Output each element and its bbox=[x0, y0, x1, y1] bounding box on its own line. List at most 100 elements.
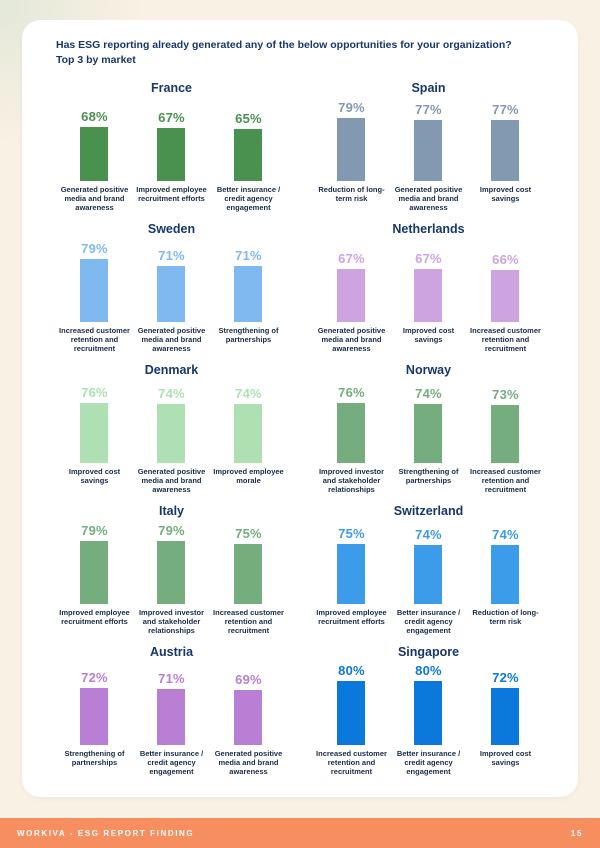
bar-value-label: 75% bbox=[235, 526, 262, 542]
bar bbox=[337, 118, 366, 182]
bar bbox=[337, 268, 366, 323]
bar-category-label: Better insurance / credit agency engagem… bbox=[216, 185, 281, 213]
bar-column: 77% bbox=[467, 102, 544, 182]
bar-column: 73% bbox=[467, 386, 544, 464]
bars-row: 76% 74% 74% bbox=[56, 383, 287, 464]
country-section: Denmark 76% 74% 74% Improved cost savings Gen… bbox=[56, 363, 287, 504]
bar-category-label: Reduction of long-term risk bbox=[318, 185, 385, 204]
labels-row: Increased customer retention and recruit… bbox=[313, 749, 544, 776]
bar-column: 68% bbox=[56, 108, 133, 182]
labels-row: Improved employee recruitment efforts Imp… bbox=[56, 608, 287, 635]
bar-category-label: Improved employee recruitment efforts bbox=[59, 608, 130, 627]
bar-value-label: 77% bbox=[492, 101, 519, 117]
bar-value-label: 79% bbox=[338, 100, 365, 116]
report-card: Has ESG reporting already generated any … bbox=[22, 20, 578, 797]
bar-value-label: 76% bbox=[338, 384, 365, 400]
bar-column: 65% bbox=[210, 111, 287, 182]
country-title: Spain bbox=[411, 81, 446, 96]
bar-value-label: 80% bbox=[415, 663, 442, 679]
bar-category-label: Increased customer retention and recruit… bbox=[470, 326, 541, 354]
bar bbox=[234, 129, 263, 182]
bar bbox=[414, 268, 443, 323]
bar-value-label: 66% bbox=[492, 251, 519, 267]
bar bbox=[157, 541, 186, 605]
bar-value-label: 74% bbox=[492, 527, 519, 543]
bars-row: 79% 71% 71% bbox=[56, 241, 287, 323]
bar bbox=[337, 402, 366, 464]
bar-column: 79% bbox=[133, 523, 210, 605]
page-title: Has ESG reporting already generated any … bbox=[56, 38, 544, 67]
bar bbox=[337, 544, 366, 605]
bar-value-label: 79% bbox=[158, 523, 185, 539]
page-title-line1: Has ESG reporting already generated any … bbox=[56, 39, 512, 51]
country-section: Sweden 79% 71% 71% Increased customer retent… bbox=[56, 222, 287, 363]
bar-value-label: 77% bbox=[415, 101, 442, 117]
bar-category-label: Strengthening of partnerships bbox=[218, 326, 279, 345]
bar-category-label: Increased customer retention and recruit… bbox=[59, 326, 130, 354]
footer-page-number: 15 bbox=[570, 828, 583, 838]
country-section: Spain 79% 77% 77% Reduction of long-term ris… bbox=[313, 81, 544, 222]
bar-category-label: Improved cost savings bbox=[68, 467, 121, 486]
bar bbox=[80, 259, 109, 323]
country-title: Singapore bbox=[397, 645, 460, 660]
bar-column: 71% bbox=[210, 248, 287, 323]
labels-row: Increased customer retention and recruit… bbox=[56, 326, 287, 353]
bar-column: 71% bbox=[133, 671, 210, 746]
bar-column: 79% bbox=[313, 100, 390, 182]
country-title: Netherlands bbox=[392, 222, 465, 237]
bar-column: 66% bbox=[467, 252, 544, 323]
bar-category-label: Generated positive media and brand aware… bbox=[60, 185, 129, 213]
bars-row: 79% 79% 75% bbox=[56, 523, 287, 605]
labels-row: Generated positive media and brand aware… bbox=[56, 185, 287, 212]
bar-category-label: Better insurance / credit agency engagem… bbox=[396, 608, 461, 636]
bars-row: 72% 71% 69% bbox=[56, 665, 287, 746]
bar-value-label: 73% bbox=[492, 386, 519, 402]
bar-category-label: Improved investor and stakeholder relati… bbox=[138, 608, 204, 636]
bar-value-label: 67% bbox=[158, 109, 185, 125]
bars-row: 76% 74% 73% bbox=[313, 383, 544, 464]
bars-row: 68% 67% 65% bbox=[56, 101, 287, 182]
bar-value-label: 71% bbox=[158, 670, 185, 686]
bar bbox=[491, 119, 520, 182]
bar-value-label: 79% bbox=[81, 241, 108, 257]
bar-value-label: 74% bbox=[158, 386, 185, 402]
bar-category-label: Increased customer retention and recruit… bbox=[213, 608, 284, 636]
country-section: Norway 76% 74% 73% Improved investor and sta… bbox=[313, 363, 544, 504]
bar-category-label: Reduction of long-term risk bbox=[472, 608, 539, 627]
labels-row: Reduction of long-term risk Generated pos… bbox=[313, 185, 544, 212]
bar bbox=[337, 681, 366, 746]
bar bbox=[491, 687, 520, 746]
bar-value-label: 74% bbox=[415, 527, 442, 543]
bar-column: 74% bbox=[390, 527, 467, 605]
bar-value-label: 75% bbox=[338, 526, 365, 542]
bar-category-label: Increased customer retention and recruit… bbox=[470, 467, 541, 495]
bar bbox=[414, 545, 443, 605]
bar-column: 74% bbox=[390, 386, 467, 464]
country-section: Italy 79% 79% 75% Improved employee recruitm… bbox=[56, 504, 287, 645]
bar-value-label: 80% bbox=[338, 663, 365, 679]
bar-column: 79% bbox=[56, 241, 133, 323]
bar-column: 67% bbox=[133, 110, 210, 182]
bar-value-label: 68% bbox=[81, 108, 108, 124]
bar-category-label: Improved employee recruitment efforts bbox=[136, 185, 207, 204]
bar-column: 80% bbox=[313, 663, 390, 746]
bar bbox=[157, 127, 186, 182]
bar-category-label: Generated positive media and brand aware… bbox=[214, 749, 283, 777]
bar-column: 74% bbox=[210, 386, 287, 464]
bar-column: 72% bbox=[467, 670, 544, 746]
bar-value-label: 71% bbox=[235, 247, 262, 263]
bar bbox=[414, 119, 443, 182]
bar-column: 69% bbox=[210, 672, 287, 746]
bar-category-label: Better insurance / credit agency engagem… bbox=[396, 749, 461, 777]
labels-row: Generated positive media and brand aware… bbox=[313, 326, 544, 353]
country-section: Singapore 80% 80% 72% Increased customer ret… bbox=[313, 645, 544, 786]
bar-category-label: Better insurance / credit agency engagem… bbox=[139, 749, 204, 777]
bar-column: 80% bbox=[390, 663, 467, 746]
bar-category-label: Improved cost savings bbox=[479, 749, 532, 768]
charts-grid: France 68% 67% 65% Generated positive media … bbox=[56, 81, 544, 786]
country-title: France bbox=[151, 81, 192, 96]
country-title: Norway bbox=[405, 363, 452, 378]
bars-row: 80% 80% 72% bbox=[313, 663, 544, 746]
bar-column: 67% bbox=[313, 251, 390, 323]
bar-category-label: Improved employee recruitment efforts bbox=[316, 608, 387, 627]
